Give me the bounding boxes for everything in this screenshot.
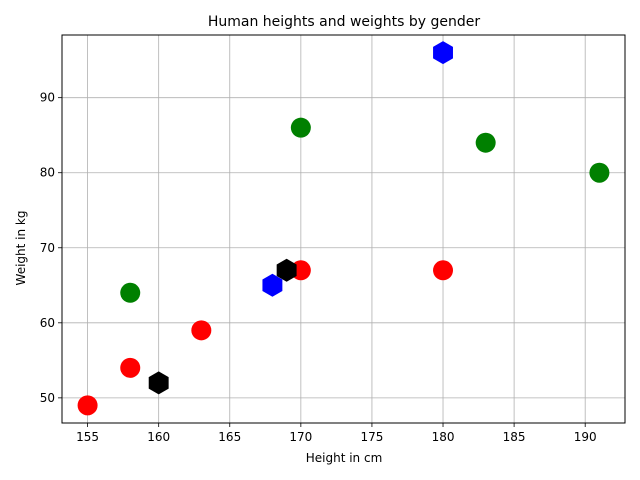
data-point-circle (191, 320, 212, 341)
x-tick-label: 170 (289, 430, 312, 444)
data-point-circle (77, 395, 98, 416)
data-point-hexagon (276, 258, 297, 282)
data-point-circle (120, 357, 141, 378)
data-point-hexagon (148, 371, 169, 395)
data-point-hexagon (262, 273, 283, 297)
x-tick-label: 155 (76, 430, 99, 444)
x-tick-label: 165 (218, 430, 241, 444)
data-point-circle (475, 132, 496, 153)
x-tick-label: 190 (574, 430, 597, 444)
y-tick-label: 50 (40, 391, 55, 405)
data-point-circle (290, 117, 311, 138)
grid (62, 35, 625, 423)
data-point-circle (589, 162, 610, 183)
x-tick-label: 175 (360, 430, 383, 444)
y-axis-label: Weight in kg (14, 211, 28, 286)
chart-title: Human heights and weights by gender (208, 14, 481, 30)
x-axis-label: Height in cm (306, 451, 383, 465)
y-tick-label: 80 (40, 166, 55, 180)
ticks: 155 160 165 170 175 180 185 190 50 60 70 80 90 (40, 91, 597, 444)
x-tick-label: 185 (503, 430, 526, 444)
data-point-circle (120, 282, 141, 303)
plot-frame (61, 34, 626, 424)
x-tick-label: 180 (432, 430, 455, 444)
data-points (77, 41, 610, 416)
y-tick-label: 60 (40, 316, 55, 330)
y-tick-label: 70 (40, 241, 55, 255)
y-tick-label: 90 (40, 91, 55, 105)
data-point-circle (433, 260, 454, 281)
data-point-hexagon (433, 41, 453, 65)
x-tick-label: 160 (147, 430, 170, 444)
